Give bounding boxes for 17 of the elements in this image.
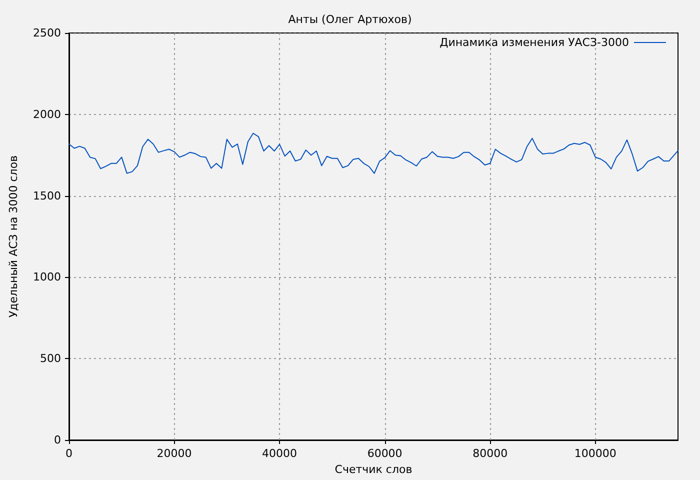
x-tick-label: 80000 — [472, 447, 508, 460]
legend-label: Динамика изменения УАСЗ-3000 — [440, 36, 629, 49]
x-tick-label: 20000 — [156, 447, 192, 460]
x-tick-label: 0 — [66, 447, 72, 460]
y-tick-label: 500 — [40, 352, 61, 366]
chart-title: Анты (Олег Артюхов) — [288, 13, 412, 26]
x-axis-title: Счетчик слов — [334, 462, 412, 476]
x-tick-label: 100000 — [574, 447, 616, 460]
x-tick-label: 40000 — [262, 447, 298, 460]
y-tick-label: 0 — [54, 434, 61, 446]
y-axis-title: Удельный АСЗ на 3000 слов — [7, 155, 20, 318]
y-tick-label: 2500 — [33, 26, 61, 40]
y-tick-label: 1500 — [33, 189, 61, 202]
x-tick-label: 60000 — [367, 447, 402, 460]
line-series — [68, 132, 678, 174]
y-tick-label: 2000 — [33, 108, 61, 121]
y-tick-label: 1000 — [33, 270, 61, 284]
